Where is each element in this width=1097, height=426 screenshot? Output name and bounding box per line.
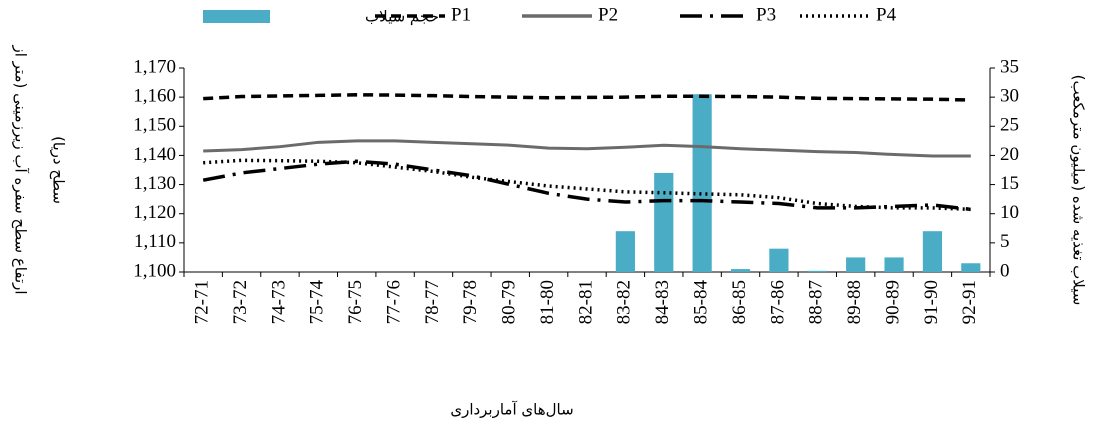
y-tick-label: 1,140 <box>133 144 176 165</box>
y2-tick-label: 5 <box>1000 231 1010 252</box>
x-tick-label: 75-74 <box>307 280 328 325</box>
x-tick-label: 89-88 <box>844 280 865 324</box>
line-series <box>203 139 971 158</box>
y-tick-label: 1,170 <box>133 56 176 77</box>
x-tick-label: 82-81 <box>575 280 596 324</box>
x-tick-label: 77-76 <box>383 280 404 324</box>
legend-swatch <box>203 10 270 23</box>
x-tick-label: 85-84 <box>691 280 712 325</box>
x-axis-label: سال‌های آماربرداری <box>450 401 573 419</box>
legend-label: حجم سیلاب <box>365 8 439 26</box>
x-tick-label: 78-77 <box>422 280 443 324</box>
y-tick-label: 1,100 <box>133 260 176 281</box>
line-series <box>202 159 972 212</box>
x-tick-label: 81-80 <box>537 280 558 324</box>
y2-tick-label: 30 <box>1000 86 1019 107</box>
y2-tick-label: 0 <box>1000 260 1010 281</box>
x-tick-label: 91-90 <box>921 280 942 324</box>
x-tick-label: 72-71 <box>192 280 213 324</box>
x-tick-label: 88-87 <box>806 280 827 324</box>
bar <box>922 231 943 272</box>
y2-tick-label: 25 <box>1000 115 1019 136</box>
y-axis-label: سطح دریا) <box>50 136 68 204</box>
y2-tick-label: 35 <box>1000 56 1019 77</box>
bar <box>884 257 904 272</box>
y-tick-label: 1,160 <box>133 86 176 107</box>
legend-label: P3 <box>756 4 776 25</box>
bar <box>961 263 981 272</box>
x-tick-label: 79-78 <box>460 280 481 324</box>
bar <box>807 270 827 272</box>
y2-tick-label: 20 <box>1000 144 1019 165</box>
x-tick-label: 86-85 <box>729 280 750 324</box>
legend-label: P2 <box>598 4 618 25</box>
x-tick-label: 80-79 <box>499 280 520 324</box>
bar <box>692 94 712 272</box>
line-series <box>203 93 971 102</box>
legend-label: P1 <box>451 4 471 25</box>
bar <box>654 172 674 272</box>
x-tick-label: 73-72 <box>230 280 251 324</box>
bar <box>846 257 866 272</box>
y-tick-label: 1,130 <box>133 173 176 194</box>
line-series <box>203 158 971 212</box>
legend-label: P4 <box>876 4 897 25</box>
x-tick-label: 83-82 <box>614 280 635 324</box>
bar <box>730 269 751 272</box>
x-tick-label: 84-83 <box>652 280 673 324</box>
y-tick-label: 1,110 <box>134 231 176 252</box>
x-tick-label: 92-91 <box>959 280 980 324</box>
bar <box>615 231 635 272</box>
y2-axis-label: سیلاب تغذیه شده (میلیون مترمکعب) <box>1070 75 1088 306</box>
x-tick-label: 76-75 <box>345 280 366 324</box>
x-tick-label: 90-89 <box>882 280 903 324</box>
y2-tick-label: 15 <box>1000 173 1019 194</box>
y-axis-label: ارتفاع سطح سفره آب زیرزمینی (متر از <box>12 44 30 294</box>
y-tick-label: 1,120 <box>133 202 176 223</box>
y2-tick-label: 10 <box>1000 202 1019 223</box>
y-tick-label: 1,150 <box>133 115 176 136</box>
bar <box>769 248 789 272</box>
x-tick-label: 87-86 <box>767 280 788 324</box>
x-tick-label: 74-73 <box>268 280 289 324</box>
